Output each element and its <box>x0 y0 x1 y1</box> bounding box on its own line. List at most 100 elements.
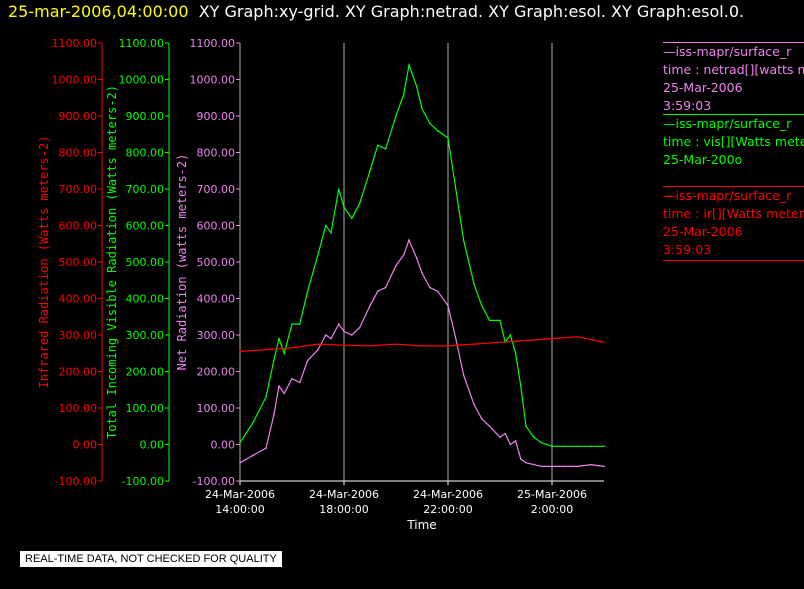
x-tick-label: 24-Mar-2006 <box>413 488 483 501</box>
series-point <box>343 344 345 347</box>
series-point <box>455 337 457 340</box>
legend-line: —iss-mapr/surface_r <box>663 116 792 131</box>
series-point <box>358 202 361 205</box>
y-tick-label: 1000.00 <box>190 74 236 87</box>
y-tick-label: 200.00 <box>197 366 236 379</box>
series-point <box>551 337 553 340</box>
y-axis-title: Net Radiation (watts meters-2) <box>175 154 189 371</box>
y-tick-label: 100.00 <box>197 402 236 415</box>
y-tick-label: 900.00 <box>126 110 165 123</box>
series-point <box>239 350 241 353</box>
series-point <box>252 421 254 424</box>
y-tick-label: 800.00 <box>197 147 236 160</box>
series-point <box>369 169 371 172</box>
x-tick-label: 24-Mar-2006 <box>205 488 275 501</box>
legend-line: time : ir[][Watts meters <box>663 206 804 221</box>
series-point <box>395 264 397 267</box>
y-tick-label: -100.00 <box>193 475 235 488</box>
series-point <box>509 443 512 446</box>
y-tick-label: 900.00 <box>59 110 98 123</box>
y-tick-label: 1100.00 <box>52 37 98 50</box>
legend-rule <box>663 186 804 187</box>
y-tick-label: 300.00 <box>59 329 98 342</box>
y-tick-label: 0.00 <box>211 439 236 452</box>
series-point <box>551 445 553 448</box>
series-line <box>239 336 605 352</box>
y-tick-label: 400.00 <box>126 293 165 306</box>
y-tick-label: 400.00 <box>197 293 236 306</box>
y-tick-label: 800.00 <box>59 147 98 160</box>
series-point <box>525 461 527 464</box>
series-point <box>403 253 405 256</box>
series-point <box>421 272 423 274</box>
series-point <box>239 461 241 464</box>
y-tick-label: 100.00 <box>59 402 98 415</box>
series-point <box>283 392 286 395</box>
legend-line: 25-Mar-2006 <box>663 224 743 239</box>
series-point <box>462 239 465 241</box>
y-tick-label: 700.00 <box>126 183 165 196</box>
x-tick-label: 25-Mar-2006 <box>517 488 587 501</box>
series-point <box>540 441 543 444</box>
y-tick-label: 300.00 <box>197 329 236 342</box>
series-point <box>291 378 293 380</box>
legend-line: 3:59:03 <box>663 98 712 113</box>
series-point <box>265 396 267 398</box>
series-point <box>447 345 449 347</box>
series-point <box>291 346 293 349</box>
legend-rule <box>663 42 804 43</box>
series-point <box>358 326 361 329</box>
y-axis-title: Total Incoming Visible Radiation (Watts … <box>105 85 119 439</box>
y-tick-label: 500.00 <box>59 256 98 269</box>
y-tick-label: 700.00 <box>197 183 236 196</box>
series-point <box>330 337 332 340</box>
y-tick-label: -100.00 <box>122 475 164 488</box>
series-point <box>291 323 293 325</box>
series-point <box>525 425 527 428</box>
series-point <box>369 305 371 307</box>
series-point <box>306 290 309 293</box>
graph-header: 25-mar-2006,04:00:00 XY Graph:xy-grid. X… <box>8 2 744 21</box>
legend-line: 3:59:03 <box>663 242 712 257</box>
series-point <box>481 418 483 420</box>
series-point <box>455 188 457 190</box>
series-point <box>252 454 254 457</box>
legend-line: time : netrad[][watts m <box>663 62 804 77</box>
y-tick-label: 1100.00 <box>119 37 165 50</box>
series-point <box>520 385 522 387</box>
legend-line: time : vis[][Watts mete <box>663 134 804 149</box>
graph-list: XY Graph:xy-grid. XY Graph:netrad. XY Gr… <box>198 2 745 21</box>
series-point <box>429 286 431 289</box>
y-tick-label: 300.00 <box>126 329 165 342</box>
series-point <box>462 374 465 376</box>
series-point <box>564 445 566 448</box>
series-point <box>473 343 475 345</box>
series-point <box>603 465 605 468</box>
y-tick-label: 100.00 <box>126 402 165 415</box>
series-point <box>317 343 319 345</box>
legend-netrad: —iss-mapr/surface_r time : netrad[][watt… <box>663 42 804 115</box>
series-point <box>429 122 431 125</box>
series-point <box>551 465 553 468</box>
legend-line: —iss-mapr/surface_r <box>663 44 792 59</box>
y-tick-label: 400.00 <box>59 293 98 306</box>
series-point <box>384 286 387 289</box>
series-line <box>239 62 604 447</box>
legend-rule <box>663 114 804 115</box>
series-point <box>488 319 491 322</box>
timestamp: 25-mar-2006,04:00:00 <box>8 2 189 21</box>
series-point <box>343 330 345 333</box>
series-point <box>273 359 275 362</box>
series-point <box>520 458 522 460</box>
y-tick-label: 600.00 <box>197 220 236 233</box>
series-point <box>338 323 340 325</box>
series-point <box>473 403 475 406</box>
series-point <box>317 348 319 351</box>
series-point <box>577 445 579 448</box>
y-tick-label: -100.00 <box>55 475 97 488</box>
series-point <box>504 432 507 435</box>
y-tick-label: 0.00 <box>73 439 98 452</box>
series-point <box>499 341 501 344</box>
y-tick-label: 900.00 <box>197 110 236 123</box>
legend-vis: —iss-mapr/surface_r time : vis[][Watts m… <box>663 114 804 169</box>
